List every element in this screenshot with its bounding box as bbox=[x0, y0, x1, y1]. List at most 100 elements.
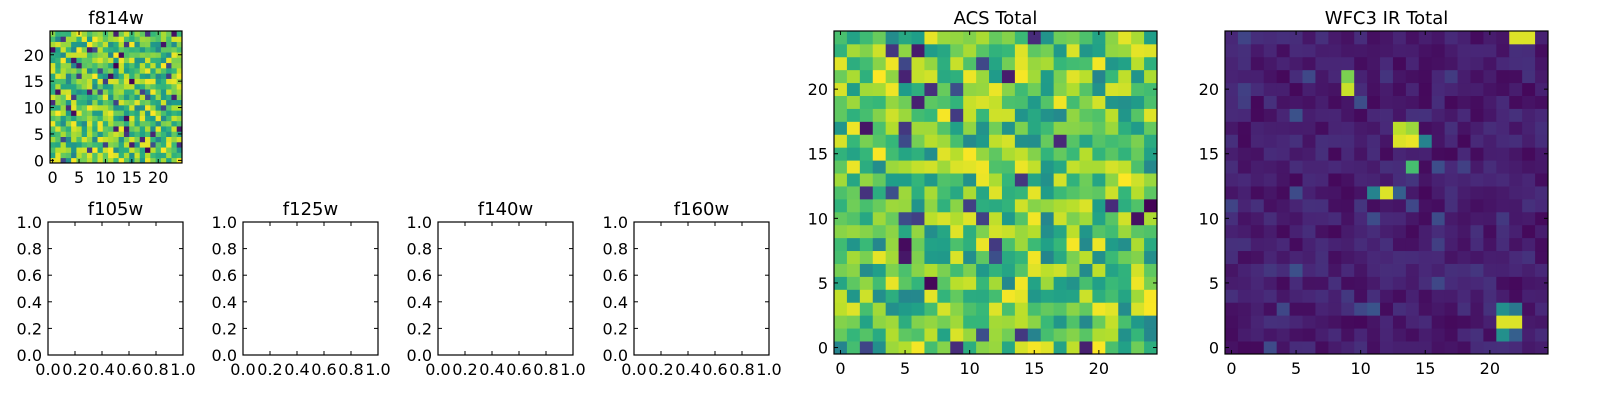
acs-total-pixel bbox=[1092, 289, 1106, 303]
acs-total-pixel bbox=[1053, 289, 1067, 303]
wfc3-ir-total-pixel bbox=[1431, 31, 1446, 45]
acs-total-pixel bbox=[898, 237, 912, 252]
acs-total-pixel bbox=[1027, 315, 1042, 329]
acs-total-pixel bbox=[911, 289, 925, 303]
f814w-pixel bbox=[92, 115, 98, 122]
f105w-xtick-label: 0.0 bbox=[35, 360, 60, 379]
f814w-pixel bbox=[155, 120, 162, 127]
wfc3-ir-total-pixel bbox=[1354, 186, 1368, 200]
f814w-pixel bbox=[145, 78, 151, 85]
wfc3-ir-total-pixel bbox=[1354, 289, 1368, 303]
acs-total-pixel bbox=[1001, 160, 1016, 174]
wfc3-ir-total-pixel bbox=[1470, 276, 1484, 290]
f814w-pixel bbox=[102, 62, 109, 69]
wfc3-ir-total-pixel bbox=[1237, 341, 1252, 355]
wfc3-ir-total-pixel bbox=[1522, 134, 1536, 148]
f814w-pixel bbox=[81, 94, 88, 101]
f814w-pixel bbox=[155, 78, 162, 85]
f814w-pixel bbox=[123, 110, 130, 116]
f814w-pixel bbox=[139, 62, 146, 69]
f814w-pixel bbox=[76, 78, 83, 85]
acs-total-pixel bbox=[1066, 82, 1080, 96]
acs-total-pixel bbox=[1092, 43, 1106, 58]
acs-total-pixel bbox=[834, 56, 848, 71]
wfc3-ir-total-pixel bbox=[1354, 147, 1368, 161]
f814w-pixel bbox=[97, 46, 104, 53]
f814w-pixel bbox=[166, 131, 172, 137]
f814w-pixel bbox=[176, 89, 183, 95]
acs-total-pixel bbox=[859, 186, 874, 200]
acs-total-pixel bbox=[872, 276, 887, 290]
wfc3-ir-total-pixel bbox=[1418, 147, 1433, 161]
f814w-pixel bbox=[176, 36, 183, 42]
wfc3-ir-total-pixel bbox=[1341, 43, 1355, 58]
f814w-pixel bbox=[60, 67, 67, 74]
acs-total-pixel bbox=[1040, 211, 1055, 226]
acs-total-pixel bbox=[1001, 237, 1016, 252]
wfc3-ir-total-pixel bbox=[1509, 198, 1523, 213]
wfc3-ir-total-pixel bbox=[1289, 108, 1303, 122]
wfc3-ir-total-pixel bbox=[1237, 224, 1252, 239]
wfc3-ir-total-pixel bbox=[1392, 341, 1407, 355]
f105w-title: f105w bbox=[88, 199, 143, 220]
acs-total-pixel bbox=[1053, 198, 1067, 213]
acs-total-pixel bbox=[859, 121, 874, 135]
f814w-pixel bbox=[108, 136, 114, 143]
acs-total-pixel bbox=[911, 56, 925, 71]
wfc3-ir-total-pixel bbox=[1444, 250, 1458, 264]
acs-total-pixel bbox=[1079, 121, 1093, 135]
wfc3-ir-total-pixel bbox=[1457, 147, 1471, 161]
acs-total-pixel bbox=[989, 147, 1003, 161]
f814w-pixel bbox=[86, 131, 93, 137]
acs-total-pixel bbox=[1040, 263, 1055, 277]
acs-total-pixel bbox=[1027, 263, 1042, 277]
acs-total-pixel bbox=[989, 173, 1003, 187]
wfc3-ir-total-pixel bbox=[1302, 224, 1316, 239]
f814w-pixel bbox=[76, 83, 83, 90]
wfc3-ir-total-pixel bbox=[1522, 237, 1536, 252]
wfc3-ir-total-pixel bbox=[1483, 56, 1497, 71]
acs-total-pixel bbox=[872, 134, 887, 148]
wfc3-ir-total-pixel bbox=[1470, 69, 1484, 84]
wfc3-ir-total-pixel bbox=[1380, 263, 1394, 277]
acs-total-pixel bbox=[1092, 276, 1106, 290]
wfc3-ir-total-pixel bbox=[1263, 211, 1278, 226]
wfc3-ir-total-pixel bbox=[1509, 31, 1523, 45]
f814w-pixel bbox=[97, 110, 104, 116]
wfc3-ir-total-pixel bbox=[1289, 134, 1303, 148]
wfc3-ir-total-pixel bbox=[1509, 56, 1523, 71]
f814w-pixel bbox=[155, 89, 162, 95]
wfc3-ir-total-pixel bbox=[1367, 289, 1381, 303]
acs-total-pixel bbox=[1105, 250, 1119, 264]
wfc3-ir-total-pixel bbox=[1444, 43, 1458, 58]
f814w-pixel bbox=[176, 83, 183, 90]
f105w-xtick-label: 0.6 bbox=[116, 360, 141, 379]
acs-total-pixel bbox=[872, 289, 887, 303]
f814w-pixel bbox=[139, 110, 146, 116]
f814w-pixel bbox=[60, 94, 67, 101]
f160w-xtick-label: 1.0 bbox=[756, 360, 781, 379]
wfc3-ir-total-pixel bbox=[1237, 31, 1252, 45]
acs-total-pixel bbox=[834, 121, 848, 135]
acs-total-pixel bbox=[1105, 198, 1119, 213]
acs-total-pixel bbox=[1105, 31, 1119, 45]
acs-total-pixel bbox=[859, 69, 874, 84]
f814w-pixel bbox=[129, 73, 135, 79]
acs-total-pixel bbox=[1053, 250, 1067, 264]
acs-total-pixel bbox=[924, 56, 938, 71]
wfc3-ir-total-pixel bbox=[1405, 95, 1420, 109]
wfc3-ir-total-pixel bbox=[1380, 69, 1394, 84]
f814w-pixel bbox=[166, 147, 172, 153]
f814w-pixel bbox=[129, 41, 135, 48]
wfc3-ir-total-pixel bbox=[1405, 328, 1420, 342]
wfc3-ir-total-pixel bbox=[1237, 237, 1252, 252]
acs-total-pixel bbox=[846, 134, 861, 148]
acs-total-pixel bbox=[1144, 198, 1158, 213]
wfc3-ir-total-pixel bbox=[1418, 302, 1433, 316]
acs-total-pixel bbox=[885, 173, 899, 187]
acs-total-pixel bbox=[1144, 263, 1158, 277]
wfc3-ir-total-pixel bbox=[1483, 108, 1497, 122]
wfc3-ir-total-pixel bbox=[1237, 121, 1252, 135]
acs-total-pixel bbox=[950, 31, 964, 45]
f814w-pixel bbox=[50, 83, 56, 90]
